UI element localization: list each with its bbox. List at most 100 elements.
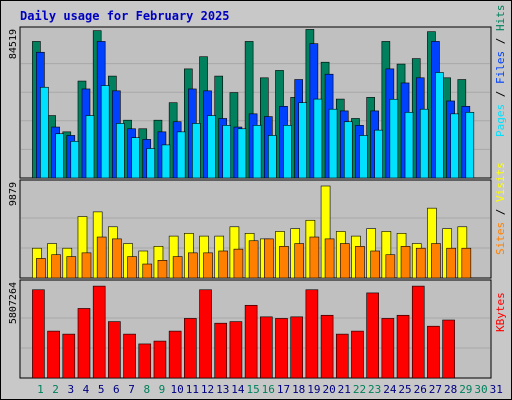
bar-sites-day-1 bbox=[36, 258, 46, 279]
day-label: 10 bbox=[171, 383, 184, 396]
bar-kbytes-day-15 bbox=[244, 304, 258, 379]
bar-sites-day-4 bbox=[81, 252, 92, 279]
bar-kbytes-day-10 bbox=[168, 330, 182, 379]
bar-kbytes-day-22 bbox=[351, 330, 364, 379]
bar-kbytes-day-6 bbox=[108, 321, 121, 379]
bar-pages-day-7 bbox=[131, 137, 140, 179]
bar-sites-day-17 bbox=[279, 246, 289, 279]
bar-pages-day-13 bbox=[222, 125, 232, 179]
bar-pages-day-15 bbox=[252, 125, 262, 179]
bar-kbytes-day-16 bbox=[260, 316, 273, 379]
legend-text: / bbox=[494, 31, 507, 51]
bar-pages-day-26 bbox=[419, 108, 429, 179]
day-label: 28 bbox=[444, 383, 457, 396]
bar-sites-day-13 bbox=[218, 250, 229, 279]
day-label: 19 bbox=[307, 383, 320, 396]
day-label: 26 bbox=[414, 383, 427, 396]
day-label: 1 bbox=[37, 383, 44, 396]
bar-kbytes-day-21 bbox=[335, 333, 349, 379]
bar-sites-day-10 bbox=[172, 256, 183, 279]
bar-kbytes-day-24 bbox=[381, 318, 395, 379]
bar-sites-day-5 bbox=[96, 236, 107, 279]
bar-sites-day-7 bbox=[127, 256, 137, 279]
bar-pages-day-14 bbox=[237, 128, 247, 179]
bar-kbytes-day-25 bbox=[396, 314, 410, 379]
bar-sites-day-21 bbox=[339, 243, 350, 279]
day-labels: 1 2 3 4 5 6 7 8 9 10 11 12 13 14 15 16 17 18 19 20 21 22 23 24 2… bbox=[37, 383, 503, 396]
day-label: 2 bbox=[52, 383, 59, 396]
legend-text: KBytes bbox=[494, 292, 507, 332]
legend-text: Pages bbox=[494, 104, 507, 137]
day-label: 21 bbox=[338, 383, 351, 396]
bar-pages-day-4 bbox=[85, 115, 95, 179]
bar-pages-day-18 bbox=[298, 102, 307, 179]
bar-pages-day-12 bbox=[207, 115, 216, 179]
panel-hits: 84519 Pages / Files / Hits bbox=[8, 5, 507, 179]
legend-text: Sites bbox=[494, 222, 507, 255]
bar-sites-day-3 bbox=[66, 256, 77, 279]
panel-visits: 9879 Sites / Visits bbox=[8, 162, 507, 279]
day-label: 8 bbox=[143, 383, 150, 396]
bar-sites-day-22 bbox=[355, 246, 365, 279]
panel-visits-max-label: 9879 bbox=[8, 182, 19, 206]
bar-pages-day-10 bbox=[176, 131, 186, 179]
bar-kbytes-day-4 bbox=[77, 308, 91, 379]
bar-sites-day-6 bbox=[112, 238, 122, 279]
bar-sites-day-29 bbox=[461, 247, 472, 279]
bar-pages-day-17 bbox=[283, 125, 292, 179]
bar-sites-day-8 bbox=[142, 263, 153, 279]
bar-pages-day-9 bbox=[161, 144, 171, 179]
day-label: 13 bbox=[216, 383, 229, 396]
legend-text: / bbox=[494, 202, 507, 222]
bar-kbytes-day-2 bbox=[47, 330, 60, 379]
bar-pages-day-24 bbox=[389, 98, 399, 179]
bar-kbytes-day-1 bbox=[32, 289, 45, 379]
bar-pages-day-5 bbox=[100, 85, 110, 179]
day-label: 27 bbox=[429, 383, 442, 396]
legend-text: Visits bbox=[494, 162, 507, 202]
panel-kbytes-legend: KBytes bbox=[494, 292, 507, 332]
panel-hits-legend: Pages / Files / Hits bbox=[494, 5, 507, 138]
bar-pages-day-21 bbox=[343, 121, 353, 179]
bar-kbytes-day-7 bbox=[123, 333, 136, 379]
series-sites bbox=[36, 236, 472, 279]
day-label: 20 bbox=[322, 383, 335, 396]
series-kbytes bbox=[32, 285, 455, 379]
day-label: 12 bbox=[201, 383, 214, 396]
panel-kbytes: 5807264 KBytes bbox=[8, 279, 507, 379]
bar-sites-day-27 bbox=[431, 243, 441, 279]
bar-kbytes-day-28 bbox=[442, 319, 455, 379]
bar-pages-day-19 bbox=[313, 98, 323, 179]
day-label: 9 bbox=[159, 383, 166, 396]
bar-pages-day-16 bbox=[268, 135, 277, 179]
bar-pages-day-25 bbox=[404, 111, 414, 179]
day-label: 29 bbox=[459, 383, 472, 396]
bar-kbytes-day-8 bbox=[138, 343, 152, 379]
day-label: 16 bbox=[262, 383, 275, 396]
day-label: 31 bbox=[490, 383, 503, 396]
bar-pages-day-29 bbox=[465, 111, 475, 179]
bar-sites-day-26 bbox=[415, 247, 426, 279]
chart-title: Daily usage for February 2025 bbox=[20, 9, 230, 23]
bar-pages-day-27 bbox=[435, 72, 444, 179]
day-label: 5 bbox=[98, 383, 105, 396]
bar-sites-day-9 bbox=[157, 260, 168, 279]
bar-pages-day-22 bbox=[359, 135, 368, 179]
bar-kbytes-day-19 bbox=[305, 289, 319, 379]
bar-kbytes-day-9 bbox=[153, 340, 167, 379]
day-label: 6 bbox=[113, 383, 120, 396]
panel-kbytes-max-label: 5807264 bbox=[8, 282, 19, 324]
bar-sites-day-23 bbox=[370, 250, 380, 279]
bar-kbytes-day-14 bbox=[229, 321, 243, 379]
legend-text: Files bbox=[494, 51, 507, 84]
panel-visits-legend: Sites / Visits bbox=[494, 162, 507, 255]
day-label: 17 bbox=[277, 383, 290, 396]
bar-pages-day-1 bbox=[40, 86, 49, 179]
bar-sites-day-24 bbox=[385, 254, 396, 279]
bar-sites-day-11 bbox=[188, 252, 198, 279]
bar-kbytes-day-27 bbox=[427, 325, 440, 379]
day-label: 15 bbox=[246, 383, 259, 396]
bar-kbytes-day-13 bbox=[214, 322, 228, 379]
bar-sites-day-19 bbox=[309, 236, 320, 279]
bar-pages-day-2 bbox=[55, 133, 64, 179]
